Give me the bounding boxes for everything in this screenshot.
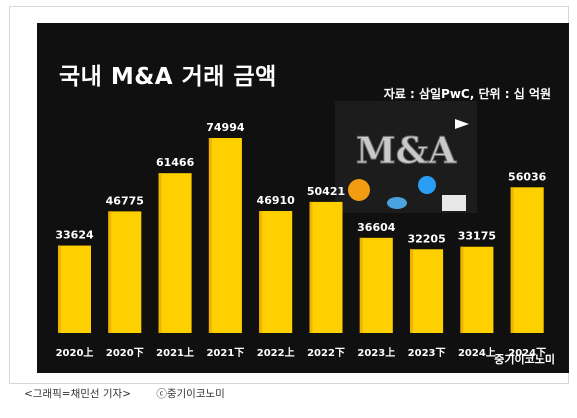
bar-shade — [309, 201, 313, 333]
value-label: 46775 — [106, 194, 144, 207]
bar — [359, 237, 393, 333]
bar — [510, 187, 544, 333]
value-label: 61466 — [156, 156, 195, 169]
value-label: 32205 — [407, 232, 445, 245]
bar-shade — [208, 138, 212, 333]
chart-area: M&A 33624 2020上 46775 2020下 61466 2021上 74994 20… — [37, 23, 569, 373]
category-label: 2024上 — [458, 346, 496, 359]
source-note: 자료 : 삼일PwC, 단위 : 십 억원 — [383, 87, 551, 101]
brand-watermark: 중기이코노미 — [494, 353, 555, 366]
bar — [208, 138, 242, 333]
bar-shade — [259, 211, 263, 333]
bar-shade — [460, 246, 464, 333]
category-label: 2024下 — [508, 347, 546, 359]
bar — [309, 201, 343, 333]
bar-shade — [58, 245, 61, 333]
category-label: 2023下 — [408, 347, 446, 359]
ma-illustration: M&A — [335, 101, 477, 213]
bar-chart-svg: M&A 33624 2020上 46775 2020下 61466 2021上 74994 20… — [55, 101, 547, 359]
value-label: 56036 — [508, 170, 547, 183]
chart-title: 국내 M&A 거래 금액 — [59, 64, 277, 90]
bar — [108, 211, 142, 333]
bar-shade — [410, 249, 414, 333]
image-frame: M&A 33624 2020上 46775 2020下 61466 2021上 74994 20… — [9, 6, 569, 384]
image-caption: <그래픽=채민선 기자> ⓒ중기이코노미 — [24, 386, 247, 401]
chart-monitor-icon — [442, 195, 466, 211]
bar — [58, 245, 91, 333]
category-label: 2023上 — [357, 346, 395, 359]
value-label: 50421 — [307, 185, 345, 198]
category-label: 2021下 — [206, 347, 244, 359]
dollar-coin-icon — [418, 176, 436, 194]
caption-credit: <그래픽=채민선 기자> — [24, 388, 132, 400]
category-label: 2020上 — [56, 346, 94, 359]
bar-shade — [359, 237, 363, 333]
paper-plane-icon — [455, 119, 469, 129]
category-label: 2020下 — [106, 347, 144, 359]
globe-icon — [348, 179, 370, 201]
illustration-ma-text: M&A — [356, 130, 457, 172]
category-label: 2021上 — [156, 346, 194, 359]
value-label: 33624 — [55, 229, 94, 242]
value-label: 33175 — [458, 230, 496, 243]
value-label: 36604 — [357, 221, 396, 234]
bar-shade — [108, 211, 112, 333]
bar — [460, 246, 494, 333]
category-label: 2022上 — [257, 346, 295, 359]
category-label: 2022下 — [307, 347, 345, 359]
value-label: 74994 — [206, 121, 245, 134]
bar — [158, 173, 192, 333]
value-label: 46910 — [257, 194, 296, 207]
caption-copyright: ⓒ중기이코노미 — [156, 388, 225, 400]
bar-shade — [510, 187, 514, 333]
cloud-icon — [387, 197, 407, 209]
bar — [410, 249, 444, 333]
bar-shade — [158, 173, 162, 333]
bar — [259, 211, 293, 333]
